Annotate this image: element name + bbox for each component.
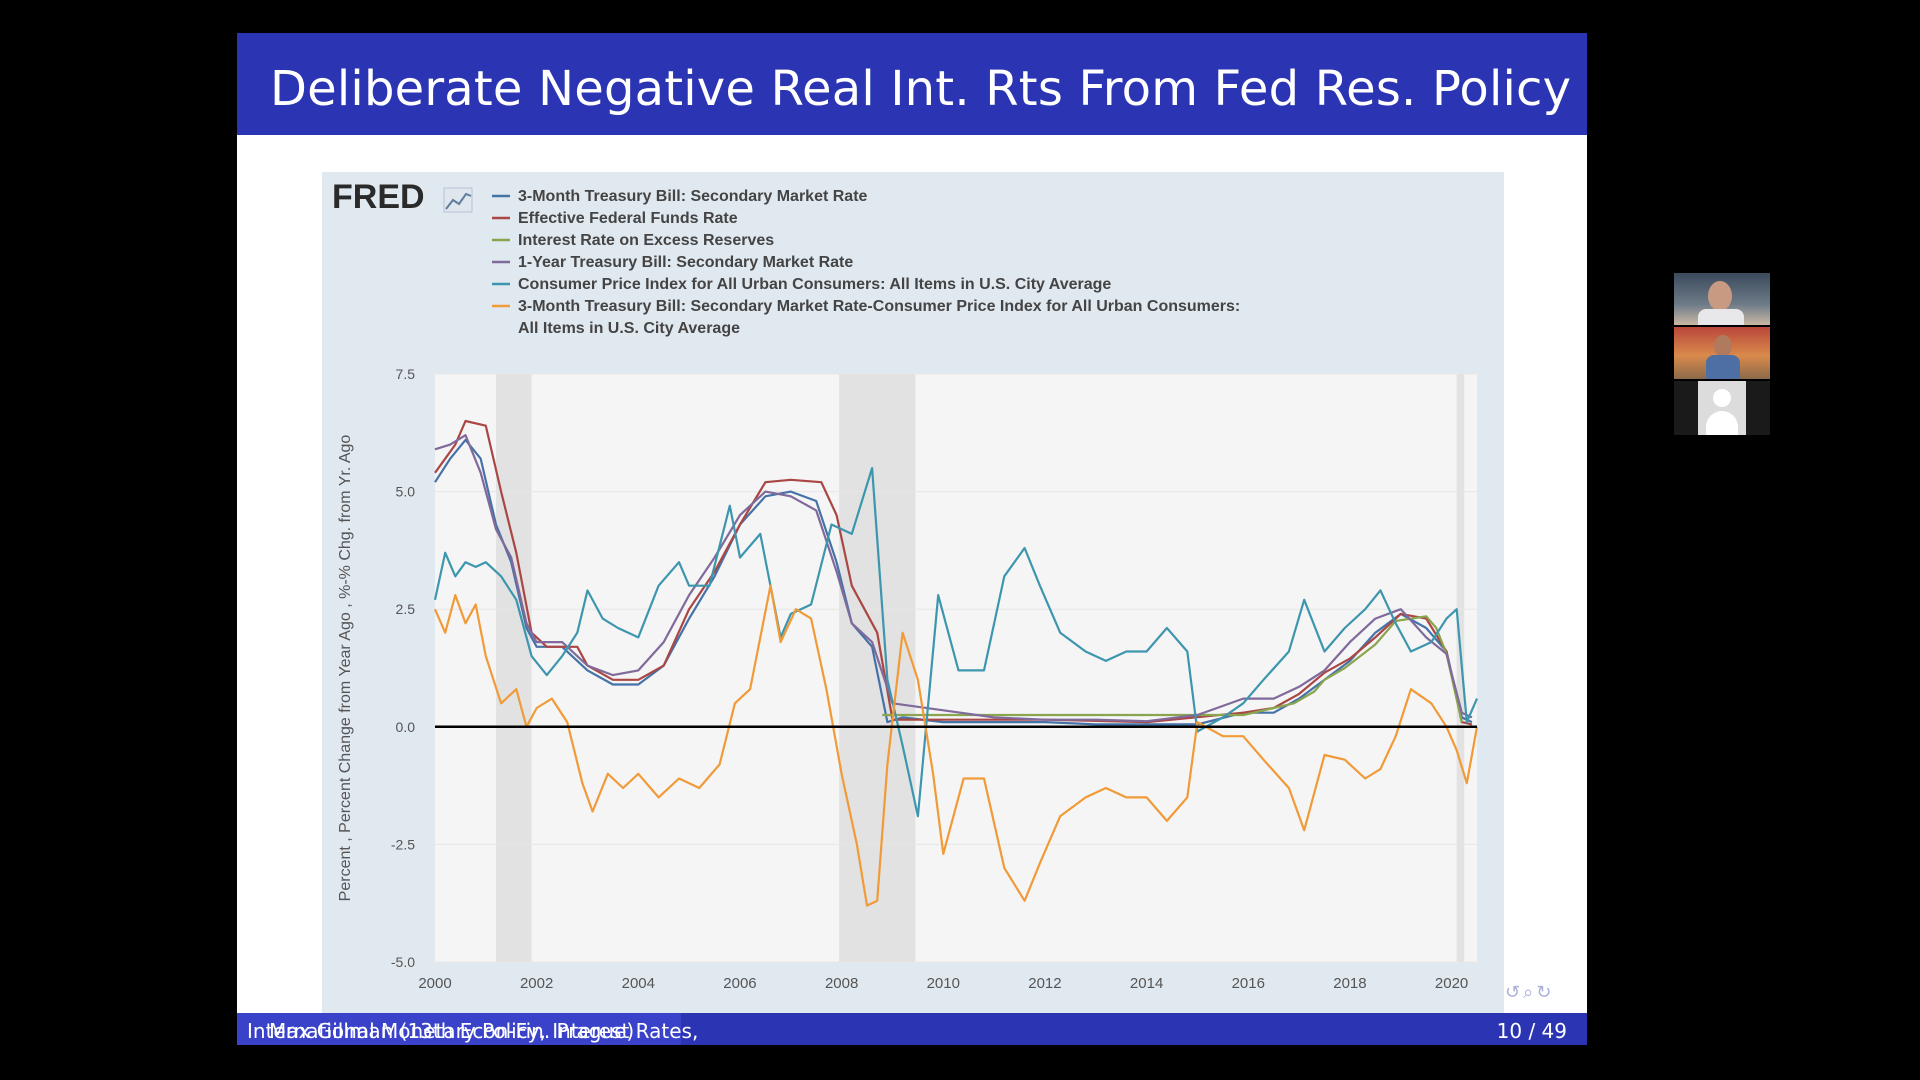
x-tick-label: 2010 xyxy=(927,975,960,992)
x-tick-label: 2018 xyxy=(1333,975,1366,992)
avatar-body xyxy=(1706,411,1738,435)
y-tick-label: 7.5 xyxy=(396,366,416,382)
footer-page-number: 10 / 49 xyxy=(1496,1019,1567,1043)
series-line-2 xyxy=(882,615,1463,723)
avatar-placeholder xyxy=(1698,381,1746,435)
recession-band-0 xyxy=(495,374,532,962)
footer-talk-title: International Monetary Policy, Interest … xyxy=(247,1019,699,1043)
series-line-4 xyxy=(433,467,1479,818)
redo-icon[interactable]: ↻ xyxy=(1536,982,1555,1003)
x-tick-label: 2014 xyxy=(1130,975,1163,992)
recession-shading xyxy=(495,374,1465,962)
y-tick-label: 5.0 xyxy=(396,484,416,500)
legend-label-4: Consumer Price Index for All Urban Consu… xyxy=(518,276,1111,293)
fred-logo-chart-icon xyxy=(443,187,473,213)
participant-shirt xyxy=(1706,355,1740,379)
series-line-3 xyxy=(434,434,1473,723)
x-tick-label: 2006 xyxy=(723,975,756,992)
y-tick-label: 2.5 xyxy=(396,601,416,617)
legend-label-0: 3-Month Treasury Bill: Secondary Market … xyxy=(518,188,868,205)
footer-author: Max Gillman (13th Econ-Fin. Prague) xyxy=(269,1019,635,1043)
legend-label-5: 3-Month Treasury Bill: Secondary Market … xyxy=(518,298,1240,315)
series-line-5 xyxy=(433,584,1479,907)
x-tick-label: 2002 xyxy=(520,975,553,992)
legend-label-2: Interest Rate on Excess Reserves xyxy=(518,232,774,249)
x-tick-label: 2016 xyxy=(1232,975,1265,992)
slide-nav-icons[interactable]: ↺⌕↻ xyxy=(1505,982,1554,1003)
participant-video-1[interactable] xyxy=(1674,273,1770,325)
search-icon[interactable]: ⌕ xyxy=(1523,982,1537,1003)
fred-logo: FRED xyxy=(332,178,473,216)
x-tick-label: 2008 xyxy=(825,975,858,992)
slide: Deliberate Negative Real Int. Rts From F… xyxy=(237,33,1587,1045)
fred-chart: FRED 3-Month Treasury Bill: Secondary Ma… xyxy=(332,178,1479,992)
y-tick-label: -5.0 xyxy=(391,954,415,970)
fred-logo-line-icon xyxy=(445,192,472,210)
y-axis-label: Percent , Percent Change from Year Ago ,… xyxy=(337,435,354,902)
avatar-head xyxy=(1713,389,1731,407)
legend-label-3: 1-Year Treasury Bill: Secondary Market R… xyxy=(518,254,853,271)
footer-talk-box: International Monetary Policy, Interest … xyxy=(237,1013,698,1045)
legend-label-5: All Items in U.S. City Average xyxy=(518,320,740,337)
y-tick-label: -2.5 xyxy=(391,836,415,852)
participant-shirt xyxy=(1698,309,1744,325)
participant-face xyxy=(1714,335,1732,357)
participant-face xyxy=(1708,281,1732,311)
x-tick-label: 2020 xyxy=(1435,975,1468,992)
recession-band-2 xyxy=(1456,374,1465,962)
fred-chart-panel: FRED 3-Month Treasury Bill: Secondary Ma… xyxy=(322,172,1504,1015)
fred-logo-text: FRED xyxy=(332,178,425,216)
series-lines xyxy=(433,419,1479,907)
y-tick-label: 0.0 xyxy=(396,719,416,735)
plot-area xyxy=(435,374,1477,962)
x-tick-label: 2000 xyxy=(418,975,451,992)
undo-icon[interactable]: ↺ xyxy=(1505,982,1524,1003)
participant-avatar-3[interactable] xyxy=(1674,381,1770,435)
slide-title: Deliberate Negative Real Int. Rts From F… xyxy=(270,61,1572,117)
x-tick-label: 2012 xyxy=(1028,975,1061,992)
chart-legend: 3-Month Treasury Bill: Secondary Market … xyxy=(492,188,1240,337)
slide-title-bar: Deliberate Negative Real Int. Rts From F… xyxy=(237,33,1587,135)
legend-label-1: Effective Federal Funds Rate xyxy=(518,210,738,227)
participant-video-2[interactable] xyxy=(1674,327,1770,379)
x-tick-label: 2004 xyxy=(622,975,655,992)
slide-footer: Max Gillman (13th Econ-Fin. Prague) Inte… xyxy=(237,1013,1587,1045)
